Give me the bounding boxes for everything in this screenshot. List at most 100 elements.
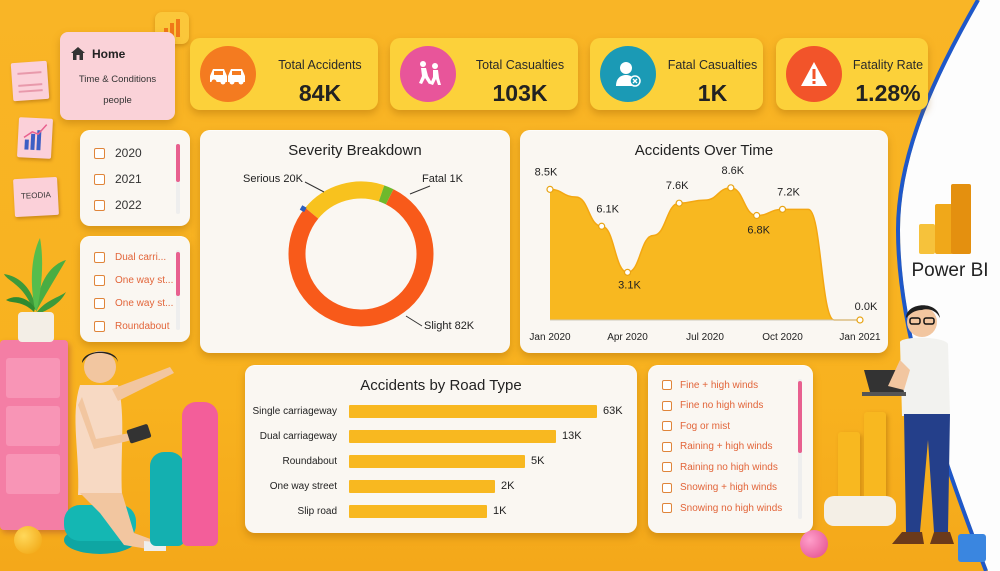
weather-option[interactable]: Fine no high winds	[662, 396, 782, 417]
year-option[interactable]: 2022	[94, 192, 142, 218]
sticky-note-chart	[16, 117, 54, 159]
year-option[interactable]: 2020	[94, 140, 142, 166]
label-slight: Slight 82K	[424, 320, 475, 332]
weather-slicer: Fine + high winds Fine no high winds Fog…	[648, 365, 813, 533]
x-tick-label: Oct 2020	[762, 332, 803, 343]
leader-line	[405, 315, 423, 327]
bar-value-label: 1K	[493, 505, 507, 517]
decor-bar	[838, 432, 860, 500]
road-type-title: Accidents by Road Type	[360, 377, 522, 394]
data-point[interactable]	[856, 316, 864, 324]
nav-home[interactable]: Home	[70, 46, 125, 61]
road-option[interactable]: One way st...	[94, 292, 173, 315]
warning-icon	[786, 46, 842, 102]
bar-category-label: Roundabout	[282, 456, 338, 467]
checkbox[interactable]	[94, 147, 105, 159]
weather-option[interactable]: Fog or mist	[662, 416, 782, 437]
checkbox[interactable]	[94, 252, 105, 263]
scrollbar-thumb[interactable]	[798, 381, 802, 453]
road-option[interactable]: Dual carri...	[94, 246, 173, 269]
x-tick-label: Apr 2020	[607, 332, 648, 343]
nav-people[interactable]: people	[103, 95, 132, 106]
bar-category-label: Single carriageway	[252, 406, 338, 417]
man-figure	[858, 300, 958, 556]
checkbox[interactable]	[94, 275, 105, 286]
decor-bar	[864, 412, 886, 500]
kpi-value: 1K	[697, 80, 728, 106]
data-label: 8.6K	[722, 165, 745, 177]
cars-icon	[200, 46, 256, 102]
person-badge-icon	[600, 46, 656, 102]
bar-category-label: Slip road	[297, 506, 337, 517]
bar-value-label: 63K	[603, 405, 623, 417]
severity-title: Severity Breakdown	[288, 142, 422, 159]
nav-time-conditions[interactable]: Time & Conditions	[78, 74, 157, 85]
decor-pedestal	[824, 496, 896, 526]
checkbox[interactable]	[662, 462, 672, 473]
donut-slice-serious[interactable]	[305, 181, 385, 219]
checkbox[interactable]	[662, 380, 672, 391]
data-point[interactable]	[623, 268, 632, 276]
scrollbar-thumb[interactable]	[176, 144, 180, 182]
kpi-value: 84K	[298, 80, 342, 106]
checkbox[interactable]	[662, 421, 672, 432]
checkbox[interactable]	[662, 441, 672, 452]
weather-option[interactable]: Snowing + high winds	[662, 478, 782, 499]
bar-value-label: 2K	[501, 480, 515, 492]
weather-option[interactable]: Snowing no high winds	[662, 498, 782, 519]
kpi-fatal-casualties: Fatal Casualties 1K	[590, 38, 763, 110]
x-tick-label: Jul 2020	[686, 332, 724, 343]
checkbox[interactable]	[662, 400, 672, 411]
bar[interactable]	[349, 505, 487, 518]
kpi-label: Total Accidents	[278, 58, 362, 72]
sticky-note-label: TEODIA	[13, 176, 59, 218]
data-point[interactable]	[727, 184, 735, 192]
data-point[interactable]	[546, 185, 554, 193]
data-label: 8.5K	[535, 166, 558, 178]
road-type-card: Accidents by Road Type Single carriagewa…	[245, 365, 637, 533]
over-time-card: Accidents Over Time 8.5K 6.1K 3.1K 7.6K 8.6K…	[520, 130, 888, 353]
data-point[interactable]	[598, 222, 606, 230]
checkbox[interactable]	[94, 298, 105, 309]
kpi-total-casualties: Total Casualties 103K	[390, 38, 578, 110]
bar[interactable]	[349, 430, 556, 443]
bar[interactable]	[349, 480, 495, 493]
data-point[interactable]	[675, 199, 683, 207]
road-option[interactable]: One way st...	[94, 269, 173, 292]
checkbox[interactable]	[662, 482, 672, 493]
kpi-label: Fatality Rate	[852, 58, 924, 72]
donut-slice-slight[interactable]	[288, 189, 434, 327]
scrollbar-thumb[interactable]	[176, 252, 180, 296]
checkbox[interactable]	[94, 321, 105, 332]
weather-option[interactable]: Raining no high winds	[662, 457, 782, 478]
bar-category-label: Dual carriageway	[259, 431, 337, 442]
bar-value-label: 5K	[531, 455, 545, 467]
donut-marker	[299, 205, 307, 213]
blue-cube	[958, 534, 986, 562]
weather-option[interactable]: Raining + high winds	[662, 437, 782, 458]
data-point[interactable]	[778, 205, 787, 213]
data-point[interactable]	[753, 211, 761, 220]
year-option[interactable]: 2021	[94, 166, 142, 192]
nav-home-label: Home	[92, 46, 126, 61]
weather-option[interactable]: Fine + high winds	[662, 375, 782, 396]
kpi-value: 103K	[492, 80, 548, 106]
road-type-bar-chart: Single carriageway 63K Dual carriageway 13K…	[245, 365, 637, 533]
teal-cylinder	[150, 452, 184, 546]
donut-slice-fatal[interactable]	[378, 185, 394, 205]
bar[interactable]	[349, 405, 597, 418]
accidents-area-chart: 8.5K 6.1K 3.1K 7.6K 8.6K 6.8K 7.2K 0.0K Jan 2020…	[529, 165, 881, 343]
yellow-ball	[14, 526, 42, 554]
bar[interactable]	[349, 455, 525, 468]
checkbox[interactable]	[662, 503, 672, 514]
checkbox[interactable]	[94, 199, 105, 211]
over-time-title: Accidents Over Time	[634, 142, 774, 159]
pink-cylinder	[182, 402, 218, 546]
road-option[interactable]: Roundabout	[94, 315, 173, 338]
label-fatal: Fatal 1K	[422, 173, 463, 185]
road-slicer: Dual carri... One way st... One way st..…	[80, 236, 190, 342]
navigation-panel: Home Time & Conditions people	[60, 32, 175, 120]
bar-chart-icon	[23, 124, 48, 151]
checkbox[interactable]	[94, 173, 105, 185]
area-fill	[550, 187, 860, 320]
